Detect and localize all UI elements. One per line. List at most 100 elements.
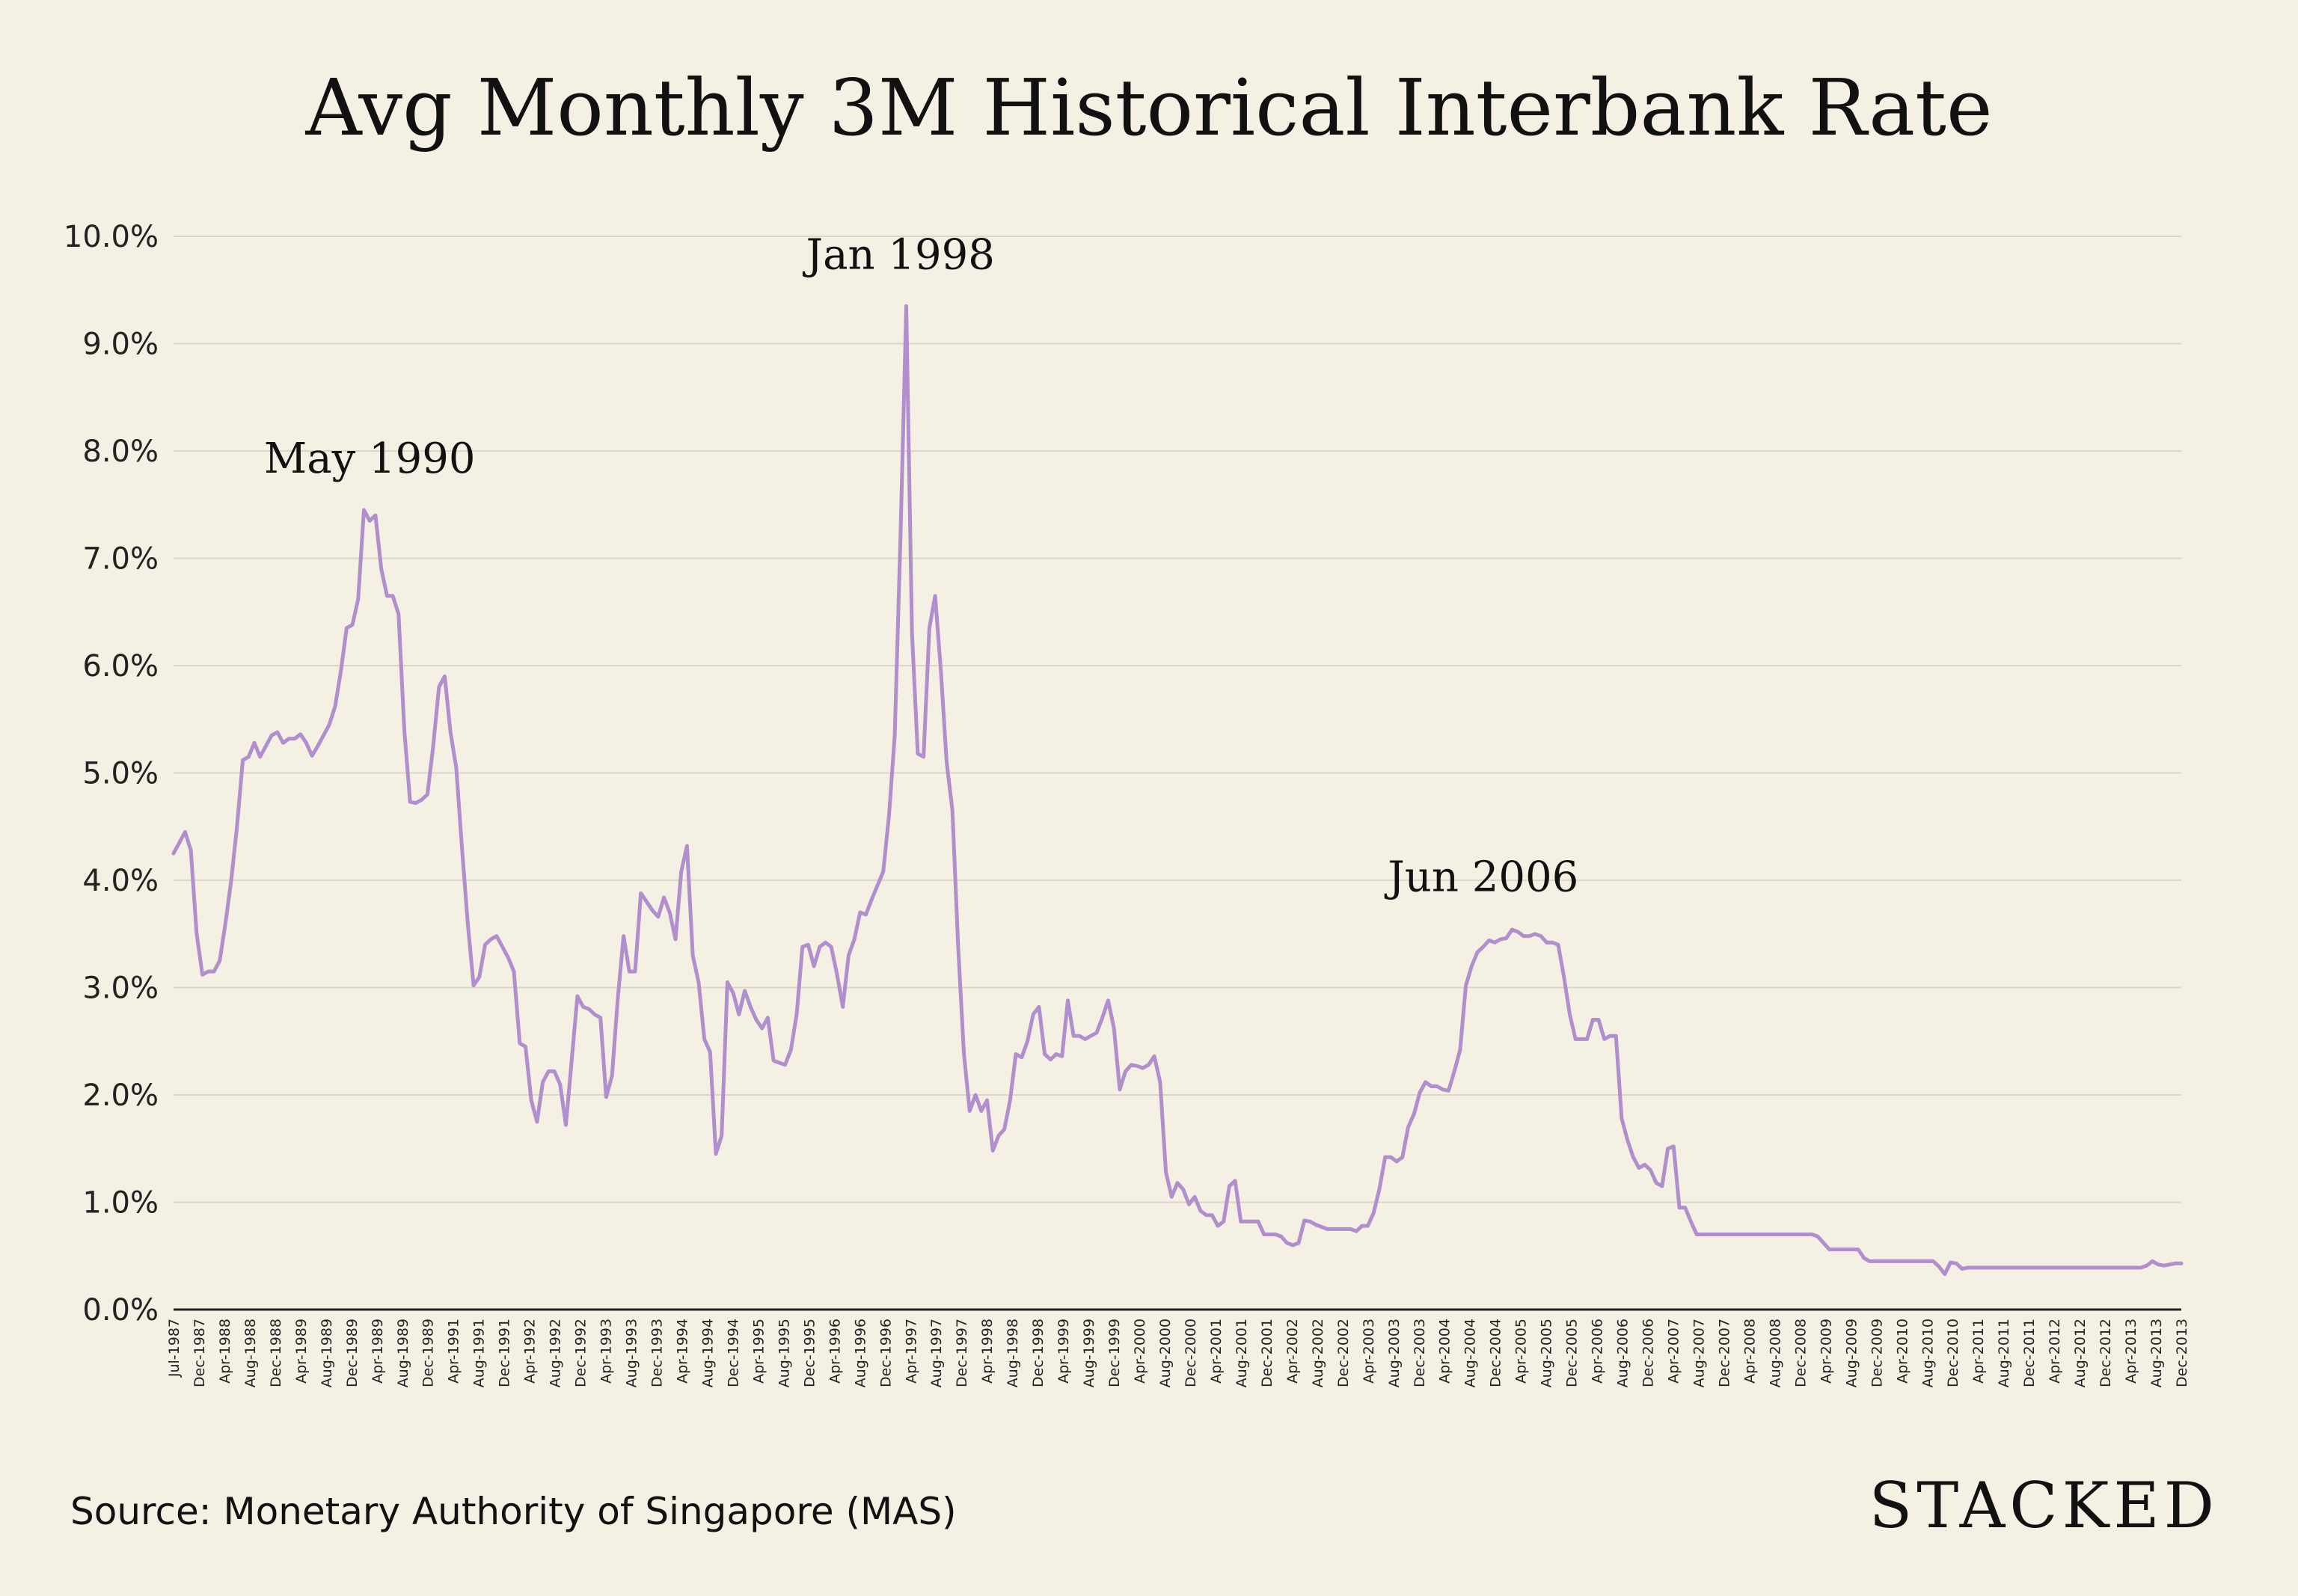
x-tick-label: Apr-1989 — [370, 1319, 386, 1384]
y-tick-label: 4.0% — [82, 864, 159, 898]
brand-logo: STACKED — [1869, 1469, 2219, 1542]
x-tick-label: Apr-1991 — [446, 1319, 462, 1384]
x-tick-label: Dec-1994 — [725, 1319, 741, 1387]
x-tick-label: Dec-1989 — [420, 1319, 437, 1387]
x-tick-label: Jul-1987 — [166, 1319, 183, 1378]
x-tick-label: Dec-1992 — [573, 1319, 589, 1387]
x-tick-label: Aug-1991 — [471, 1319, 488, 1387]
y-tick-label: 0.0% — [82, 1293, 159, 1328]
x-tick-label: Aug-1994 — [699, 1319, 716, 1387]
x-tick-label: Dec-2003 — [1412, 1319, 1428, 1387]
x-tick-label: Aug-2013 — [2148, 1319, 2165, 1387]
x-tick-label: Apr-1988 — [217, 1319, 233, 1384]
annotations: May 1990 Jan 1998 Jun 2006 — [264, 230, 1578, 901]
x-tick-label: Apr-2009 — [1818, 1319, 1834, 1384]
x-tick-label: Dec-2006 — [1640, 1319, 1657, 1387]
x-tick-label: Apr-2003 — [1361, 1319, 1377, 1384]
x-tick-label: Aug-1995 — [776, 1319, 792, 1387]
x-tick-label: Dec-2001 — [1259, 1319, 1275, 1387]
x-tick-label: Apr-1989 — [293, 1319, 310, 1384]
x-tick-label: Dec-1996 — [877, 1319, 894, 1387]
x-tick-label: Apr-2010 — [1894, 1319, 1911, 1384]
x-tick-label: Dec-2012 — [2098, 1319, 2114, 1387]
peak-annotation: Jan 1998 — [803, 230, 995, 279]
x-tick-label: Apr-1994 — [674, 1319, 690, 1384]
x-tick-label: Aug-1993 — [624, 1319, 640, 1387]
x-tick-label: Dec-1988 — [268, 1319, 284, 1387]
y-tick-label: 10.0% — [64, 220, 159, 254]
x-tick-label: Dec-1995 — [801, 1319, 818, 1387]
x-tick-label: Aug-2002 — [1310, 1319, 1326, 1387]
x-tick-label: Aug-2000 — [1157, 1319, 1174, 1387]
x-tick-label: Aug-1992 — [548, 1319, 564, 1387]
x-tick-label: Dec-1991 — [497, 1319, 513, 1387]
x-tick-label: Dec-2011 — [2021, 1319, 2038, 1387]
peak-annotation: Jun 2006 — [1384, 853, 1578, 902]
x-tick-label: Dec-1987 — [192, 1319, 208, 1387]
x-tick-label: Dec-2010 — [1945, 1319, 1961, 1387]
x-tick-label: Apr-1993 — [598, 1319, 615, 1384]
x-tick-label: Dec-1993 — [649, 1319, 666, 1387]
x-tick-label: Apr-2012 — [2047, 1319, 2063, 1384]
x-tick-label: Apr-1992 — [522, 1319, 539, 1384]
chart-title: Avg Monthly 3M Historical Interbank Rate — [305, 62, 1993, 153]
x-tick-label: Aug-2003 — [1386, 1319, 1403, 1387]
x-tick-label: Apr-2004 — [1437, 1319, 1453, 1384]
x-tick-label: Apr-1999 — [1055, 1319, 1072, 1384]
x-tick-label: Apr-2000 — [1132, 1319, 1148, 1384]
x-tick-label: Dec-2009 — [1869, 1319, 1885, 1387]
y-tick-label: 5.0% — [82, 757, 159, 791]
x-tick-label: Dec-1989 — [344, 1319, 361, 1387]
source-note: Source: Monetary Authority of Singapore … — [70, 1490, 957, 1533]
x-tick-label: Aug-2010 — [1919, 1319, 1936, 1387]
x-tick-label: Apr-1996 — [827, 1319, 843, 1384]
x-tick-label: Dec-2000 — [1183, 1319, 1199, 1387]
x-tick-label: Aug-1996 — [852, 1319, 868, 1387]
x-tick-label: Dec-2004 — [1488, 1319, 1504, 1387]
y-tick-label: 2.0% — [82, 1078, 159, 1113]
series-line — [171, 304, 2184, 1277]
x-tick-label: Apr-2006 — [1590, 1319, 1606, 1384]
x-tick-label: Dec-1998 — [1030, 1319, 1047, 1387]
x-tick-label: Aug-1998 — [1005, 1319, 1021, 1387]
x-tick-label: Dec-1999 — [1106, 1319, 1123, 1387]
grid-lines — [174, 236, 2181, 1203]
x-axis-ticks: Jul-1987 Dec-1987 Apr-1988 Aug-1988 Dec-1988… — [166, 1319, 2190, 1387]
x-tick-label: Aug-2001 — [1234, 1319, 1250, 1387]
x-tick-label: Dec-2013 — [2174, 1319, 2190, 1387]
x-tick-label: Aug-2008 — [1767, 1319, 1783, 1387]
x-tick-label: Aug-2011 — [1996, 1319, 2012, 1387]
peak-annotation: May 1990 — [264, 435, 476, 483]
x-tick-label: Aug-2004 — [1462, 1319, 1479, 1387]
x-tick-label: Apr-2001 — [1208, 1319, 1225, 1384]
x-tick-label: Aug-1989 — [395, 1319, 411, 1387]
y-tick-label: 9.0% — [82, 328, 159, 362]
y-tick-label: 3.0% — [82, 972, 159, 1006]
y-tick-label: 1.0% — [82, 1186, 159, 1221]
y-tick-label: 6.0% — [82, 649, 159, 684]
y-tick-label: 8.0% — [82, 435, 159, 469]
y-axis-ticks: 0.0% 1.0% 2.0% 3.0% 4.0% 5.0% 6.0% 7.0% 8.0% 9.0%… — [64, 220, 159, 1328]
x-tick-label: Apr-1997 — [903, 1319, 919, 1384]
x-tick-label: Dec-2007 — [1716, 1319, 1732, 1387]
x-tick-label: Dec-2005 — [1564, 1319, 1581, 1387]
x-tick-label: Aug-2012 — [2072, 1319, 2089, 1387]
x-tick-label: Apr-2011 — [1970, 1319, 1987, 1384]
x-tick-label: Aug-1999 — [1081, 1319, 1097, 1387]
x-tick-label: Apr-1995 — [750, 1319, 767, 1384]
x-tick-label: Dec-1997 — [954, 1319, 970, 1387]
x-tick-label: Apr-2007 — [1666, 1319, 1682, 1384]
y-tick-label: 7.0% — [82, 542, 159, 577]
x-tick-label: Aug-2009 — [1843, 1319, 1860, 1387]
x-tick-label: Aug-1988 — [242, 1319, 259, 1387]
x-tick-label: Aug-2005 — [1539, 1319, 1555, 1387]
x-tick-label: Apr-2008 — [1741, 1319, 1758, 1384]
x-tick-label: Apr-2005 — [1513, 1319, 1530, 1384]
x-tick-label: Apr-2002 — [1284, 1319, 1301, 1384]
x-tick-label: Aug-2006 — [1615, 1319, 1631, 1387]
x-tick-label: Apr-1998 — [979, 1319, 996, 1384]
x-tick-label: Aug-1997 — [928, 1319, 945, 1387]
x-tick-label: Dec-2002 — [1335, 1319, 1352, 1387]
x-tick-label: Aug-1989 — [319, 1319, 335, 1387]
